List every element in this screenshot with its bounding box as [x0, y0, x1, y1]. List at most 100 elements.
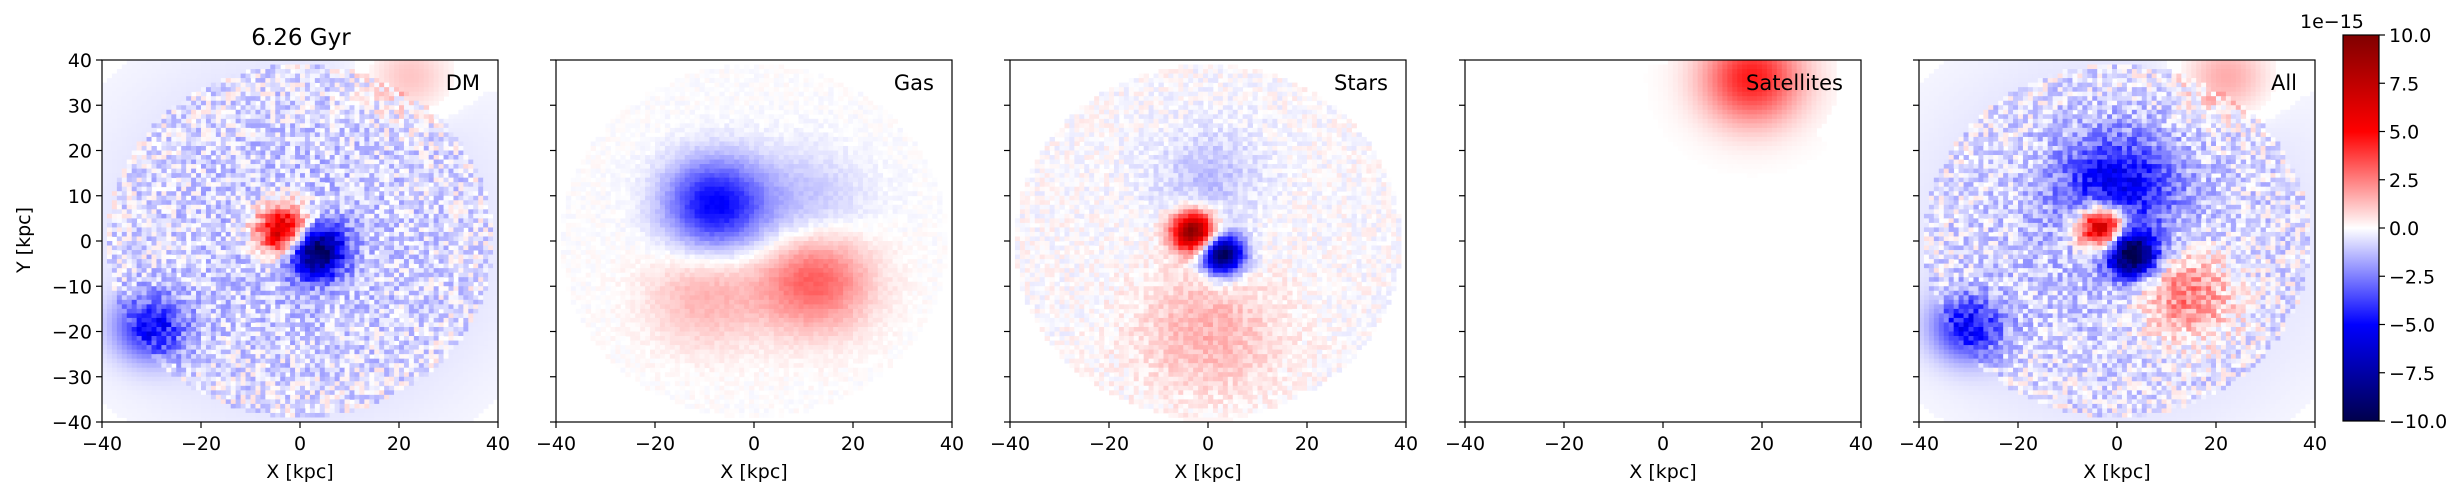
heatmap-cell [245, 263, 251, 269]
heatmap-cell [235, 132, 241, 138]
heatmap-cell [225, 254, 232, 260]
heatmap-cell [265, 91, 271, 97]
heatmap-cell [250, 263, 256, 269]
heatmap-cell [379, 159, 385, 165]
heatmap-cell [369, 91, 375, 97]
heatmap-cell [463, 295, 469, 301]
heatmap-cell [349, 299, 355, 305]
heatmap-cell [260, 150, 266, 156]
heatmap-cell [314, 155, 321, 160]
heatmap-cell [458, 218, 464, 224]
heatmap-cell [111, 91, 118, 97]
heatmap-cell [304, 127, 311, 133]
heatmap-cell [280, 349, 286, 355]
heatmap-cell [399, 263, 405, 269]
heatmap-cell [304, 299, 311, 305]
heatmap-cell [196, 105, 202, 111]
heatmap-cell [423, 286, 430, 292]
heatmap-cell [463, 159, 469, 165]
heatmap-cell [300, 91, 306, 97]
heatmap-cell [448, 231, 454, 237]
heatmap-cell [418, 105, 425, 111]
heatmap-cell [324, 91, 331, 97]
heatmap-cell [275, 141, 281, 147]
heatmap-cell [111, 209, 118, 215]
heatmap-cell [131, 145, 138, 151]
heatmap-cell [329, 114, 336, 120]
heatmap-cell [468, 127, 474, 133]
heatmap-cell [389, 340, 395, 346]
heatmap-cell [364, 281, 370, 287]
heatmap-cell [329, 136, 336, 142]
heatmap-cell [359, 241, 365, 246]
heatmap-cell [488, 114, 494, 120]
heatmap-cell [146, 150, 152, 156]
heatmap-cell [156, 168, 162, 174]
heatmap-cell [290, 250, 296, 255]
heatmap-cell [339, 173, 345, 179]
heatmap-cell [438, 281, 444, 287]
heatmap-cell [255, 295, 261, 301]
heatmap-cell [215, 87, 222, 93]
heatmap-cell [215, 155, 222, 160]
heatmap-cell [235, 259, 241, 265]
heatmap-cell [389, 245, 395, 251]
heatmap-cell [319, 209, 326, 215]
heatmap-cell [230, 313, 237, 319]
heatmap-cell [250, 290, 256, 296]
heatmap-cell [186, 105, 192, 111]
heatmap-cell [225, 159, 232, 165]
heatmap-cell [205, 200, 212, 206]
heatmap-cell [151, 109, 157, 115]
heatmap-cell [255, 281, 261, 287]
heatmap-cell [201, 145, 207, 151]
heatmap-cell [260, 69, 266, 74]
heatmap-cell [136, 259, 142, 265]
heatmap-cell [210, 277, 217, 283]
heatmap-cell [191, 290, 197, 296]
heatmap-cell [235, 182, 241, 188]
heatmap-cell [309, 259, 316, 265]
heatmap-cell [418, 132, 425, 138]
heatmap-cell [201, 245, 207, 251]
heatmap-cell [280, 109, 286, 115]
heatmap-cell [309, 250, 316, 255]
heatmap-cell [196, 168, 202, 174]
heatmap-cell [443, 150, 449, 156]
heatmap-cell [290, 191, 296, 197]
heatmap-cell [369, 195, 375, 201]
heatmap-cell [280, 132, 286, 138]
heatmap-cell [290, 313, 296, 319]
heatmap-cell [314, 173, 321, 179]
heatmap-cell [384, 277, 390, 283]
heatmap-cell [349, 177, 355, 183]
heatmap-cell [488, 259, 494, 265]
heatmap-cell [389, 123, 395, 129]
heatmap-cell [473, 245, 479, 251]
heatmap-cell [121, 109, 128, 115]
heatmap-cell [201, 204, 207, 210]
heatmap-cell [300, 336, 306, 341]
heatmap-cell [403, 331, 410, 337]
heatmap-cell [136, 313, 142, 319]
heatmap-cell [220, 317, 227, 323]
heatmap-cell [389, 186, 395, 192]
heatmap-cell [314, 164, 321, 169]
heatmap-cell [394, 272, 400, 278]
heatmap-cell [374, 245, 380, 251]
heatmap-cell [126, 231, 133, 237]
heatmap-cell [329, 322, 336, 328]
heatmap-cell [111, 150, 118, 156]
heatmap-cell [399, 123, 405, 129]
heatmap-cell [126, 254, 133, 260]
heatmap-cell [121, 308, 128, 314]
heatmap-cell [290, 177, 296, 183]
heatmap-cell [235, 96, 241, 102]
heatmap-cell [389, 295, 395, 301]
heatmap-cell [186, 200, 192, 206]
heatmap-cell [364, 254, 370, 260]
heatmap-cell [463, 114, 469, 120]
heatmap-cell [488, 254, 494, 260]
heatmap-cell [230, 336, 237, 341]
heatmap-cell [463, 326, 469, 332]
